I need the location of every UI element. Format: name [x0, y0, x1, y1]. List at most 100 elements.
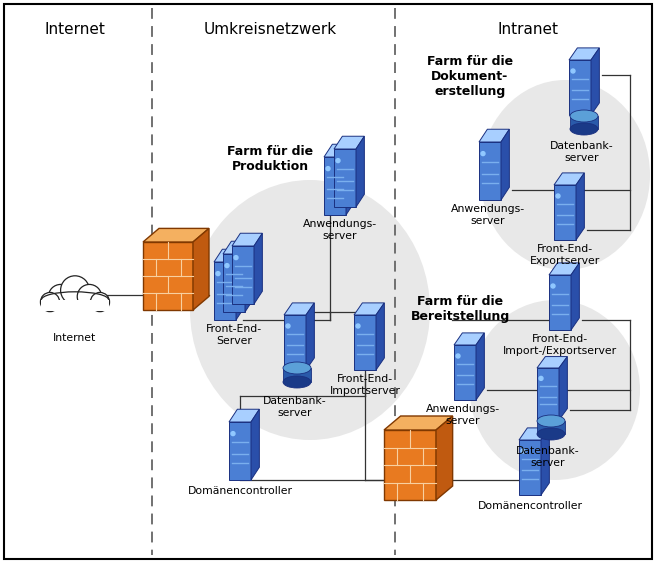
Polygon shape [537, 356, 567, 368]
Circle shape [456, 354, 460, 358]
Polygon shape [549, 275, 571, 330]
Polygon shape [284, 303, 314, 315]
Text: Farm für die
Bereitstellung: Farm für die Bereitstellung [411, 295, 510, 323]
Circle shape [225, 263, 229, 267]
Circle shape [571, 69, 575, 73]
Polygon shape [346, 144, 354, 215]
Circle shape [556, 194, 560, 198]
Circle shape [551, 284, 555, 288]
Polygon shape [254, 233, 262, 304]
Polygon shape [324, 157, 346, 215]
Polygon shape [236, 249, 245, 320]
Text: Domänencontroller: Domänencontroller [188, 486, 293, 496]
Circle shape [60, 276, 89, 305]
Text: Front-End-
Import-/Exportserver: Front-End- Import-/Exportserver [503, 334, 617, 356]
Circle shape [336, 159, 340, 163]
Text: Farm für die
Dokument-
erstellung: Farm für die Dokument- erstellung [427, 55, 513, 98]
Bar [41, 300, 109, 311]
Polygon shape [229, 409, 259, 422]
Circle shape [521, 449, 525, 453]
Polygon shape [549, 263, 579, 275]
Bar [537, 421, 565, 434]
Polygon shape [476, 333, 484, 400]
Circle shape [286, 324, 290, 328]
Ellipse shape [283, 362, 311, 374]
Polygon shape [306, 303, 314, 370]
Polygon shape [354, 303, 384, 315]
Circle shape [231, 432, 235, 436]
Text: Front-End-
Server: Front-End- Server [206, 324, 262, 346]
Ellipse shape [537, 428, 565, 440]
Circle shape [77, 284, 102, 309]
Circle shape [326, 167, 330, 171]
Text: Umkreisnetzwerk: Umkreisnetzwerk [203, 22, 337, 37]
Ellipse shape [570, 123, 598, 135]
Circle shape [41, 292, 60, 312]
Polygon shape [519, 428, 549, 440]
Text: Anwendungs-
server: Anwendungs- server [303, 219, 377, 240]
Polygon shape [232, 246, 254, 304]
Ellipse shape [480, 80, 650, 270]
Text: Internet: Internet [53, 333, 96, 343]
Polygon shape [143, 242, 193, 310]
Polygon shape [214, 249, 245, 262]
Text: Domänencontroller: Domänencontroller [478, 501, 583, 511]
Circle shape [234, 256, 238, 260]
Polygon shape [354, 315, 376, 370]
Polygon shape [559, 356, 567, 420]
Text: Intranet: Intranet [497, 22, 558, 37]
Polygon shape [232, 233, 262, 246]
Polygon shape [376, 303, 384, 370]
Text: Datenbank-
server: Datenbank- server [516, 446, 580, 468]
Polygon shape [223, 254, 245, 312]
Polygon shape [143, 229, 209, 242]
Text: Front-End-
Importserver: Front-End- Importserver [329, 374, 400, 396]
Text: Front-End-
Exportserver: Front-End- Exportserver [530, 244, 600, 266]
Polygon shape [519, 440, 541, 495]
Polygon shape [214, 262, 236, 320]
Circle shape [216, 271, 220, 276]
Polygon shape [569, 60, 591, 115]
Polygon shape [229, 422, 251, 480]
Polygon shape [501, 129, 509, 200]
Text: Datenbank-
server: Datenbank- server [550, 141, 614, 163]
Polygon shape [334, 149, 356, 207]
Polygon shape [251, 409, 259, 480]
Text: Anwendungs-
server: Anwendungs- server [426, 404, 500, 426]
Text: Datenbank-
server: Datenbank- server [263, 396, 327, 418]
Text: Farm für die
Produktion: Farm für die Produktion [227, 145, 313, 173]
Polygon shape [384, 416, 453, 430]
Ellipse shape [570, 110, 598, 122]
Circle shape [539, 377, 543, 381]
Ellipse shape [190, 180, 430, 440]
Polygon shape [554, 173, 584, 185]
Ellipse shape [283, 376, 311, 388]
Polygon shape [537, 368, 559, 420]
Polygon shape [356, 136, 364, 207]
Polygon shape [569, 48, 600, 60]
Polygon shape [591, 48, 600, 115]
Polygon shape [384, 430, 436, 500]
Polygon shape [554, 185, 576, 240]
Ellipse shape [537, 415, 565, 427]
Circle shape [356, 324, 360, 328]
Polygon shape [223, 241, 253, 254]
Text: Anwendungs-
server: Anwendungs- server [451, 204, 525, 226]
Polygon shape [479, 142, 501, 200]
Circle shape [91, 292, 110, 312]
Polygon shape [454, 333, 484, 345]
Bar [570, 116, 598, 129]
Polygon shape [193, 229, 209, 310]
Polygon shape [334, 136, 364, 149]
Circle shape [481, 151, 485, 155]
Ellipse shape [470, 300, 640, 480]
Polygon shape [541, 428, 549, 495]
Polygon shape [479, 129, 509, 142]
Polygon shape [324, 144, 354, 157]
Circle shape [49, 284, 73, 309]
Polygon shape [284, 315, 306, 370]
Polygon shape [245, 241, 253, 312]
Polygon shape [571, 263, 579, 330]
Polygon shape [576, 173, 584, 240]
Polygon shape [436, 416, 453, 500]
